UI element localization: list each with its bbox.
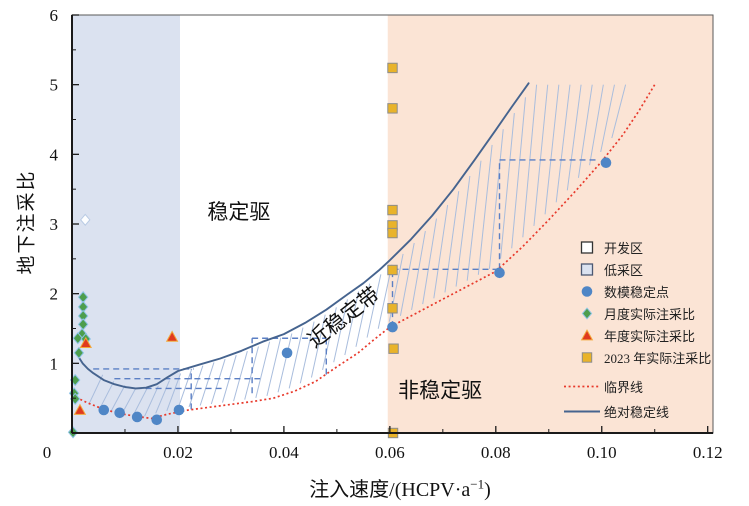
legend-marker-square-open (580, 241, 594, 254)
legend-item: 绝对稳定线 (558, 404, 711, 420)
region-非稳定驱区 (387, 15, 713, 433)
legend-item-label: 月度实际注采比 (604, 307, 696, 322)
legend-marker-diamond (581, 307, 593, 320)
region-开发区 (180, 15, 388, 433)
legend-marker-line-dotted (564, 385, 600, 388)
legend-item: 2023 年实际注采比 (558, 350, 712, 366)
x-axis-title-paren: ) (484, 479, 491, 501)
y-axis-title: 地下注采比 (16, 169, 38, 275)
legend-item-label: 临界线 (604, 380, 644, 395)
x-tick-label: 0.10 (587, 443, 617, 462)
tick-labels: 0 0.02 0.04 0.06 0.08 0.10 0.12 1 2 3 4 5 6 (43, 6, 723, 462)
legend-marker-square-low (580, 263, 594, 276)
legend-item: 月度实际注采比 (558, 306, 711, 322)
legend-item: 年度实际注采比 (558, 328, 711, 344)
y-tick-label: 5 (50, 76, 59, 95)
y-tick-label: 4 (50, 145, 59, 164)
hatch-band (88, 84, 627, 417)
x-tick-label: 0.08 (481, 443, 511, 462)
x-axis-title-main: 注入速度/(HCPV·a (309, 479, 471, 501)
legend-item: 数模稳定点 (558, 284, 711, 300)
x-tick-label: 0.12 (693, 443, 723, 462)
legend-item-label: 绝对稳定线 (604, 405, 670, 420)
legend-item: 开发区 (558, 240, 711, 256)
background-regions (72, 15, 713, 433)
x-tick-label: 0 (43, 443, 52, 462)
x-tick-label: 0.02 (163, 443, 193, 462)
x-tick-label: 0.04 (269, 443, 299, 462)
series-annual_actual (73, 330, 179, 415)
x-axis-title: 注入速度/(HCPV·a−1) (309, 473, 491, 502)
region-低采区 (72, 15, 181, 433)
region-label: 非稳定驱 (398, 378, 482, 402)
legend-marker-triangle (580, 329, 594, 341)
legend-item: 临界线 (558, 379, 711, 395)
series-faded_point (79, 213, 91, 226)
y-tick-label: 6 (50, 6, 59, 25)
dashed-guides (93, 159, 600, 410)
legend-item: 低采区 (558, 262, 711, 278)
y-tick-label: 1 (50, 354, 59, 373)
legend-item-label: 年度实际注采比 (604, 329, 696, 344)
legend-item-label: 数模稳定点 (604, 285, 670, 300)
absolute-stable-line (76, 82, 530, 390)
legend-item-label: 2023 年实际注采比 (604, 351, 712, 366)
legend-marker-square (581, 352, 593, 363)
x-axis-title-superscript: −1 (470, 476, 485, 492)
legend-marker-circle (581, 286, 593, 297)
region-label: 稳定驱 (207, 200, 270, 224)
series-model_stable_points (98, 157, 612, 426)
legend-marker-line-solid (564, 410, 600, 413)
x-tick-label: 0.06 (375, 443, 405, 462)
y-tick-label: 3 (50, 215, 59, 234)
ticks (72, 14, 709, 433)
legend-item-label: 低采区 (604, 263, 644, 278)
y-tick-label: 2 (50, 285, 59, 304)
legend-item-label: 开发区 (604, 241, 644, 256)
legend: 开发区低采区数模稳定点月度实际注采比 年度实际注采比 2023 年实际注采比 临界线绝… (558, 240, 712, 420)
